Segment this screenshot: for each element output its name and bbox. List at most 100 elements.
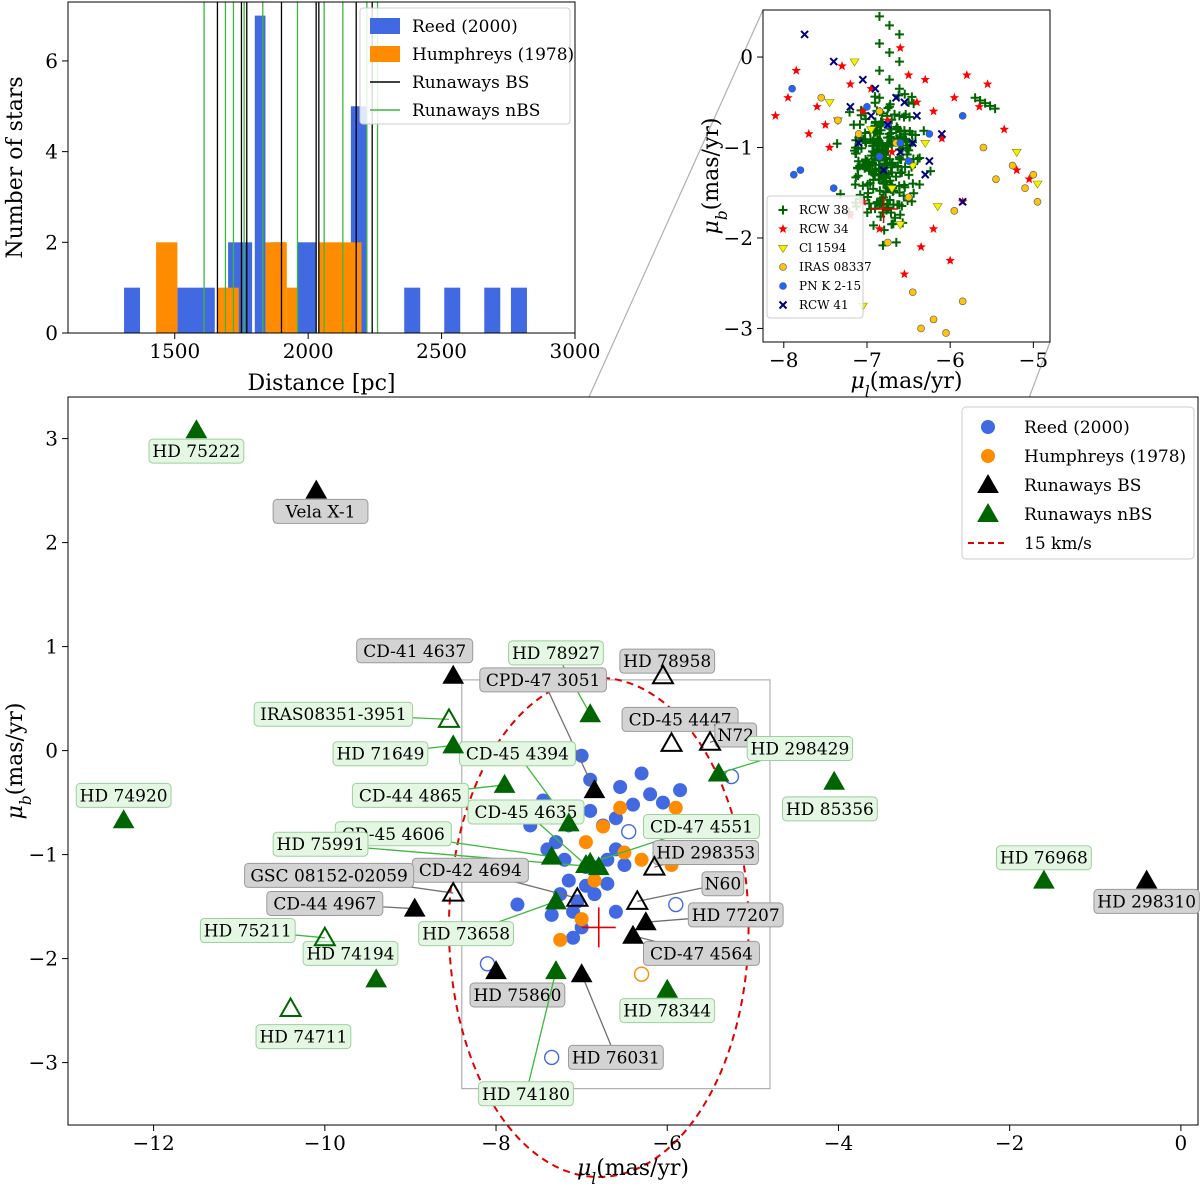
cl1594-point (824, 99, 835, 108)
rcw38-point (874, 38, 884, 48)
rcw41-point (879, 165, 888, 175)
star-label-box (244, 862, 415, 888)
x-tick-label: 0 (1175, 1131, 1188, 1155)
rcw38-point (873, 135, 883, 145)
humphreys-star-point (634, 852, 649, 867)
runaway-bs-point (698, 730, 722, 751)
cluster-center-marker (581, 907, 616, 948)
star-label: CD-44 4967 (273, 894, 376, 914)
legend-label: Reed (2000) (412, 17, 518, 37)
runaway-nbs-point (278, 996, 303, 1018)
humphreys-star-point (596, 819, 611, 834)
star-label: HD 75991 (277, 835, 365, 855)
reed-star-point (608, 904, 623, 919)
runaway-nbs-point (579, 703, 602, 723)
pn-k2-15-point (788, 84, 796, 93)
proper-motion-inset-panel: RCW 38 RCW 34 Cl 1594 IRAS 08337 PN K 2-15 RC… (699, 9, 1051, 401)
pn-k2-15-point (904, 157, 913, 165)
legend-label: Runaways nBS (1024, 505, 1152, 525)
star-label-box (642, 814, 760, 840)
iras08337-point (929, 315, 938, 324)
rcw41-point (778, 300, 788, 310)
y-tick-label: 3 (45, 427, 58, 451)
annotation-arrow (581, 973, 617, 1058)
star-label-box (478, 1081, 574, 1107)
rcw34-point (837, 61, 847, 71)
runaway-bs-point (625, 889, 650, 910)
hist-bar (404, 287, 421, 333)
star-label: HD 78958 (623, 652, 711, 672)
star-label: HD 76031 (572, 1048, 660, 1068)
x-tick-label: 2000 (283, 339, 334, 363)
star-label-box (458, 741, 576, 767)
rcw38-point (874, 93, 884, 103)
cl1594-point (777, 245, 789, 254)
reed-star-point (587, 887, 602, 902)
rcw34-point (845, 79, 856, 89)
legend-label: Runaways nBS (412, 101, 540, 121)
star-label-box (1093, 888, 1200, 914)
rcw34-point (770, 110, 781, 120)
pn-k2-15-point (896, 139, 905, 147)
runaway-bs-point (634, 911, 657, 931)
star-label-box (266, 890, 384, 916)
legend-swatch (370, 46, 400, 62)
star-label: CD-47 4551 (650, 818, 753, 838)
rcw38-point (845, 107, 855, 117)
legend-label: RCW 41 (799, 298, 849, 312)
reed-star-point (510, 897, 525, 912)
runaway-nbs-point (545, 960, 567, 980)
runaway-nbs-point (112, 809, 135, 829)
star-label: HD 73658 (422, 925, 510, 945)
star-label: CD-44 4865 (359, 786, 462, 806)
legend-label: RCW 34 (799, 222, 849, 236)
cl1594-point (1032, 180, 1043, 189)
rcw38-point (908, 179, 918, 189)
runaway-nbs-point (437, 707, 461, 728)
star-label: IRAS08351-3951 (260, 705, 407, 725)
rcw38-point (909, 188, 919, 198)
rcw38-point (851, 172, 861, 182)
runaway-nbs-point (493, 773, 516, 793)
reed-star-point (668, 896, 684, 913)
rcw38-point (863, 188, 873, 198)
rcw38-point (864, 166, 874, 176)
rcw38-point (884, 20, 894, 30)
runaway-bs-point (622, 924, 644, 944)
x-axis-label: μl(mas/yr) (577, 1156, 689, 1188)
reed-star-point (600, 876, 615, 891)
rcw38-point (985, 101, 995, 111)
rcw38-point (875, 129, 885, 139)
iras08337-point (904, 193, 913, 202)
iras08337-point (908, 288, 917, 297)
rcw41-point (858, 75, 868, 84)
rcw41-point (958, 197, 967, 206)
star-label-box (332, 741, 429, 767)
reed-star-point (634, 766, 649, 781)
star-label-box (75, 782, 172, 808)
star-label: CD-42 4694 (419, 861, 522, 881)
rcw38-point (778, 205, 788, 215)
star-label-box (351, 782, 469, 808)
star-label-box (199, 918, 296, 944)
legend-box (359, 7, 571, 125)
runaway-nbs-point (557, 812, 580, 832)
hist-bar (124, 287, 141, 333)
x-tick-label: −4 (824, 1131, 853, 1155)
star-label-box (255, 1024, 352, 1050)
star-label: HD 75222 (152, 442, 240, 462)
reed-star-point (566, 930, 581, 945)
x-tick-label: −6 (653, 1131, 682, 1155)
star-label: HD 77207 (692, 906, 780, 926)
hist-axes-frame (67, 1, 576, 334)
y-axis-label: μb(mas/yr) (699, 118, 731, 235)
rcw34-point (962, 70, 972, 80)
star-label-box (687, 902, 784, 928)
runaway-nbs-point (185, 419, 208, 439)
rcw38-point (899, 112, 909, 122)
iras08337-point (1033, 197, 1042, 206)
rcw38-point (832, 139, 842, 149)
hist-bar (318, 242, 362, 333)
y-tick-label: 2 (45, 531, 58, 555)
star-label: N72 (717, 726, 754, 746)
